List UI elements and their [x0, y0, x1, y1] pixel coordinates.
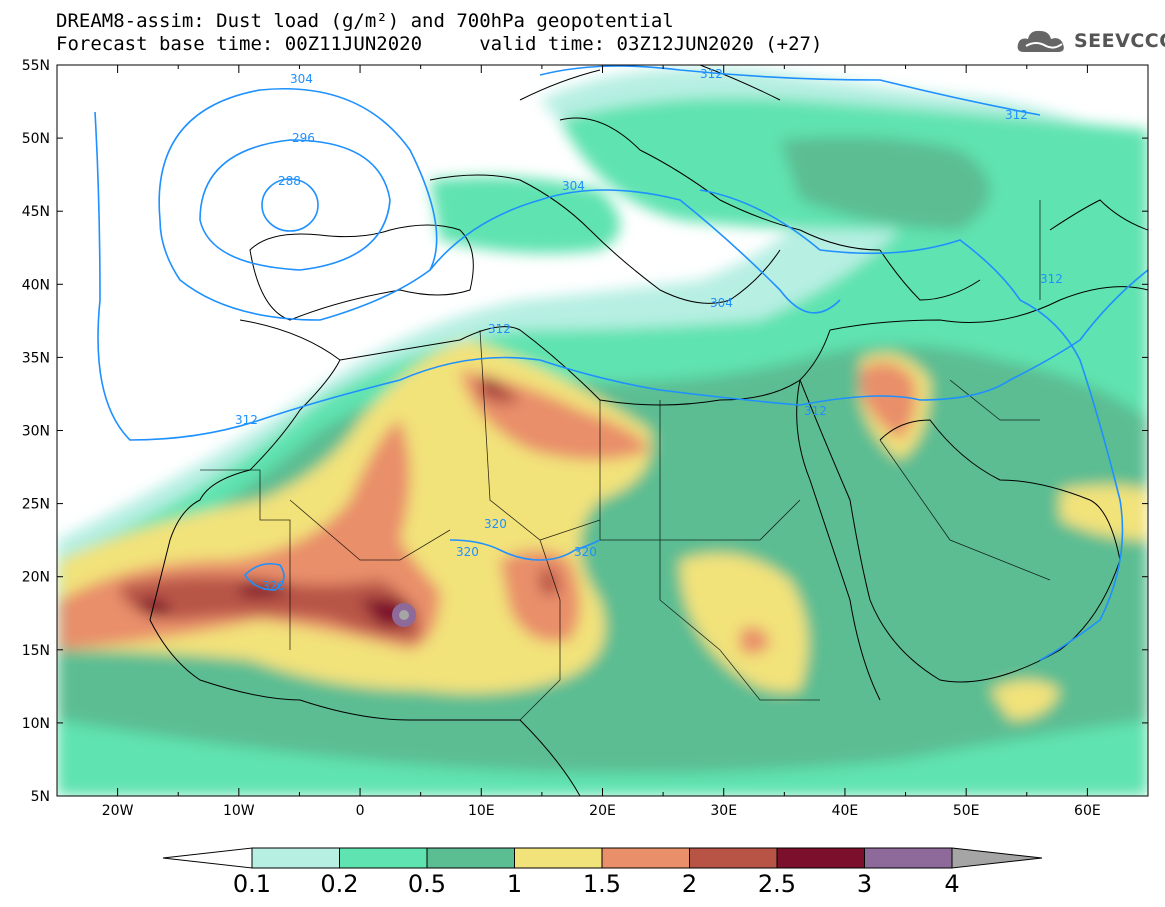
- contour-label: 320: [574, 545, 597, 559]
- colorbar-swatch: [426, 847, 515, 869]
- colorbar-swatch: [776, 847, 865, 869]
- colorbar-label: 0.5: [408, 870, 446, 898]
- lon-tick-label: 60E: [1074, 803, 1101, 819]
- colorbar-label: 1: [507, 870, 522, 898]
- colorbar-swatch: [601, 847, 690, 869]
- lon-tick-label: 30E: [710, 803, 737, 819]
- colorbar: 0.1 0.2 0.5 1 1.5 2 2.5 3 4: [162, 847, 1043, 898]
- lon-tick-label: 40E: [832, 803, 859, 819]
- lat-tick-label: 55N: [22, 58, 50, 74]
- contour-label: 312: [700, 67, 723, 81]
- contour-label: 312: [804, 404, 827, 418]
- lat-tick-label: 10N: [22, 716, 50, 732]
- colorbar-swatch: [339, 847, 428, 869]
- colorbar-label: 4: [944, 870, 959, 898]
- contour-label: 312: [1005, 108, 1028, 122]
- map-subtitle: Forecast base time: 00Z11JUN2020 valid t…: [56, 33, 823, 55]
- lat-tick-label: 45N: [22, 204, 50, 220]
- lon-tick-label: 10E: [468, 803, 495, 819]
- lat-tick-label: 30N: [22, 424, 50, 440]
- lon-tick-label: 10W: [223, 803, 255, 819]
- contour-labels: 304 296 288 304 304 312 312 312 312 312 …: [235, 67, 1063, 593]
- contour-label: 304: [290, 72, 313, 86]
- colorbar-label: 3: [857, 870, 872, 898]
- lat-tick-label: 25N: [22, 497, 50, 513]
- axis-ticks: [56, 64, 1149, 797]
- colorbar-label: 2.5: [758, 870, 796, 898]
- colorbar-swatch: [251, 847, 340, 869]
- contour-label: 288: [278, 174, 301, 188]
- lat-tick-label: 20N: [22, 570, 50, 586]
- borders: [200, 200, 1051, 721]
- map-title: DREAM8-assim: Dust load (g/m²) and 700hP…: [56, 10, 674, 32]
- lat-tick-label: 5N: [31, 789, 50, 805]
- lat-tick-label: 40N: [22, 277, 50, 293]
- lon-tick-label: 20E: [589, 803, 616, 819]
- contour-label: 320: [456, 545, 479, 559]
- contour-label: 320: [484, 517, 507, 531]
- lon-axis-labels: 20W 10W 0 10E 20E 30E 40E 50E 60E: [102, 803, 1101, 819]
- colorbar-label: 0.2: [320, 870, 358, 898]
- lat-tick-label: 50N: [22, 131, 50, 147]
- seevccc-logo: SEEVCCC: [1016, 26, 1165, 56]
- lon-tick-label: 20W: [102, 803, 134, 819]
- colorbar-swatch: [864, 847, 953, 869]
- logo-text: SEEVCCC: [1074, 30, 1165, 52]
- lon-tick-label: 0: [356, 803, 365, 819]
- lat-axis-labels: 55N 50N 45N 40N 35N 30N 25N 20N 15N 10N …: [22, 58, 50, 805]
- colorbar-swatch: [689, 847, 778, 869]
- contour-label: 312: [488, 322, 511, 336]
- contour-label: 312: [235, 413, 258, 427]
- contour-label: 296: [292, 131, 315, 145]
- contour-label: 320: [262, 579, 285, 593]
- colorbar-right-arrow: [951, 847, 1043, 869]
- lat-tick-label: 15N: [22, 643, 50, 659]
- colorbar-label: 2: [682, 870, 697, 898]
- colorbar-swatch: [514, 847, 603, 869]
- colorbar-label: 1.5: [583, 870, 621, 898]
- geopotential-contours: [94, 65, 1148, 661]
- contour-label: 304: [710, 296, 733, 310]
- colorbar-label: 0.1: [233, 870, 271, 898]
- dust-field: 304 296 288 304 304 312 312 312 312 312 …: [57, 65, 1148, 796]
- cloud-logo-icon: [1017, 30, 1064, 52]
- colorbar-left-arrow: [162, 847, 253, 869]
- contour-label: 304: [562, 179, 585, 193]
- lat-tick-label: 35N: [22, 350, 50, 366]
- lon-tick-label: 50E: [953, 803, 980, 819]
- contour-label: 312: [1040, 272, 1063, 286]
